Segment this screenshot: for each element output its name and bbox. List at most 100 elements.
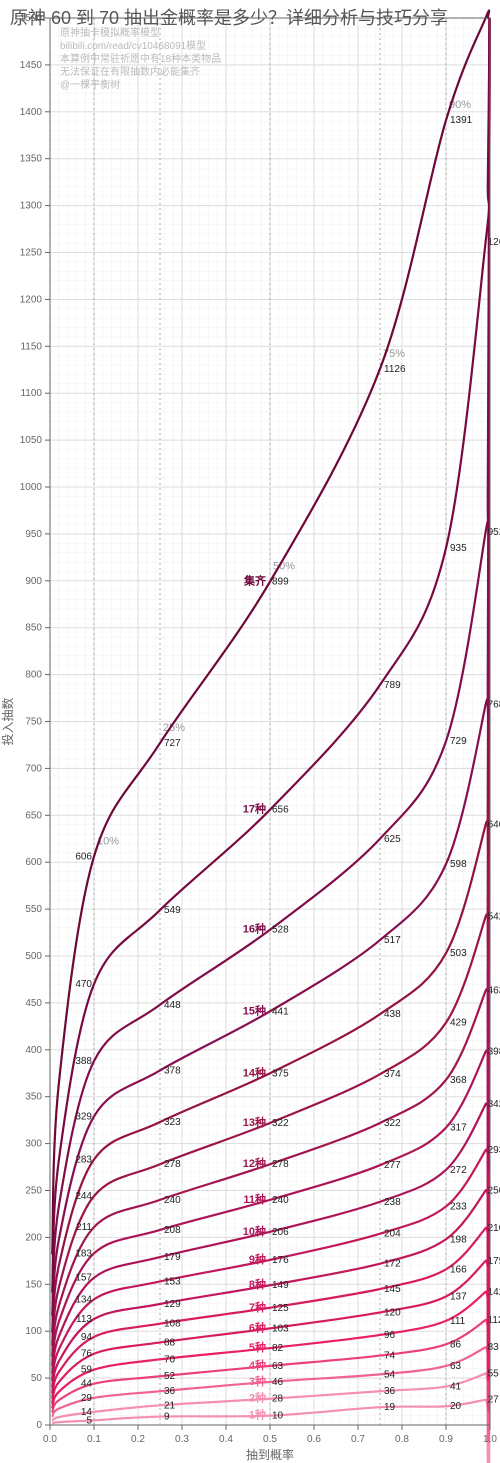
value-label: 625 xyxy=(384,834,401,845)
value-label: 656 xyxy=(272,805,289,816)
value-label: 83 xyxy=(488,1342,500,1353)
value-label: 149 xyxy=(272,1280,289,1291)
probability-chart: 10%25%50%75%90%原神抽卡模拟概率模型bilibili.com/re… xyxy=(0,0,500,1463)
x-tick-label: 1.0 xyxy=(483,1434,497,1445)
value-label: 198 xyxy=(450,1234,467,1245)
value-label: 14 xyxy=(81,1407,93,1418)
value-label: 125 xyxy=(272,1303,289,1314)
value-label: 82 xyxy=(272,1343,284,1354)
y-axis-label: 投入抽数 xyxy=(0,697,15,745)
series-name-label: 10种 xyxy=(243,1224,266,1238)
watermark-line: 无法保证在有限抽数内必能集齐 xyxy=(60,65,200,78)
value-label: 88 xyxy=(164,1337,176,1348)
value-label: 542 xyxy=(488,912,500,923)
y-tick-label: 900 xyxy=(25,576,42,587)
series-name-label: 17种 xyxy=(243,802,266,816)
y-tick-label: 1000 xyxy=(20,482,43,493)
value-label: 41 xyxy=(450,1382,462,1393)
value-label: 640 xyxy=(488,820,500,831)
value-label: 54 xyxy=(384,1369,396,1380)
y-tick-label: 1450 xyxy=(20,60,43,71)
x-tick-label: 0.9 xyxy=(439,1434,453,1445)
value-label: 278 xyxy=(272,1159,289,1170)
value-label: 1391 xyxy=(450,115,473,126)
y-tick-label: 850 xyxy=(25,623,42,634)
value-label: 20 xyxy=(450,1401,462,1412)
value-label: 172 xyxy=(384,1259,401,1270)
value-label: 179 xyxy=(164,1252,181,1263)
y-tick-label: 0 xyxy=(36,1420,42,1431)
value-label: 208 xyxy=(164,1225,181,1236)
series-name-label: 6种 xyxy=(249,1320,266,1334)
value-label: 153 xyxy=(164,1276,181,1287)
page-root: 原神 60 到 70 抽出金概率是多少？详细分析与技巧分享 10%25%50%7… xyxy=(0,0,500,1463)
value-label: 44 xyxy=(81,1379,93,1390)
value-label: 240 xyxy=(164,1195,181,1206)
value-label: 36 xyxy=(384,1386,396,1397)
value-label: 368 xyxy=(450,1075,467,1086)
value-label: 398 xyxy=(488,1047,500,1058)
y-tick-label: 550 xyxy=(25,904,42,915)
value-label: 94 xyxy=(81,1332,93,1343)
value-label: 388 xyxy=(75,1056,92,1067)
value-label: 317 xyxy=(450,1123,467,1134)
value-label: 375 xyxy=(272,1068,289,1079)
value-label: 120 xyxy=(384,1307,401,1318)
watermark-line: 本算例中常驻祈愿中有18种本类物品 xyxy=(60,52,221,65)
series-name-label: 13种 xyxy=(243,1115,266,1129)
series-name-label: 8种 xyxy=(249,1277,266,1291)
value-label: 145 xyxy=(384,1284,401,1295)
value-label: 293 xyxy=(488,1145,500,1156)
value-label: 441 xyxy=(272,1006,289,1017)
page-title: 原神 60 到 70 抽出金概率是多少？详细分析与技巧分享 xyxy=(10,5,490,32)
value-label: 598 xyxy=(450,859,467,870)
y-tick-label: 100 xyxy=(25,1326,42,1337)
value-label: 59 xyxy=(81,1365,93,1376)
value-label: 52 xyxy=(164,1371,176,1382)
value-label: 86 xyxy=(450,1339,462,1350)
y-tick-label: 700 xyxy=(25,763,42,774)
value-label: 1126 xyxy=(384,364,406,375)
series-name-label: 4种 xyxy=(249,1358,266,1372)
series-name-label: 15种 xyxy=(243,1003,266,1017)
value-label: 21 xyxy=(164,1400,176,1411)
value-label: 729 xyxy=(450,736,467,747)
y-tick-label: 650 xyxy=(25,810,42,821)
y-tick-label: 1150 xyxy=(20,341,42,352)
value-label: 517 xyxy=(384,935,401,946)
value-label: 157 xyxy=(75,1273,92,1284)
value-label: 277 xyxy=(384,1160,401,1171)
value-label: 463 xyxy=(488,986,500,997)
value-label: 272 xyxy=(450,1165,467,1176)
y-tick-label: 50 xyxy=(31,1373,43,1384)
value-label: 429 xyxy=(450,1018,467,1029)
y-tick-label: 500 xyxy=(25,951,42,962)
y-tick-label: 350 xyxy=(25,1092,42,1103)
value-label: 183 xyxy=(75,1248,92,1259)
chart-svg: 10%25%50%75%90%原神抽卡模拟概率模型bilibili.com/re… xyxy=(0,0,500,1463)
series-name-label: 集齐 xyxy=(243,574,267,588)
value-label: 76 xyxy=(81,1349,93,1360)
value-label: 233 xyxy=(450,1201,467,1212)
value-label: 134 xyxy=(75,1294,92,1305)
value-label: 283 xyxy=(75,1155,92,1166)
value-label: 175 xyxy=(488,1256,500,1267)
x-tick-label: 0.4 xyxy=(219,1434,233,1445)
value-label: 244 xyxy=(75,1191,92,1202)
value-label: 166 xyxy=(450,1264,467,1275)
value-label: 113 xyxy=(76,1314,92,1325)
series-name-label: 14种 xyxy=(243,1065,266,1079)
y-tick-label: 300 xyxy=(25,1139,42,1150)
value-label: 19 xyxy=(384,1402,396,1413)
x-tick-label: 0.8 xyxy=(395,1434,409,1445)
series-name-label: 16种 xyxy=(243,922,266,936)
series-name-label: 7种 xyxy=(249,1300,266,1314)
x-tick-label: 0.1 xyxy=(87,1434,101,1445)
x-tick-label: 0.6 xyxy=(307,1434,321,1445)
value-label: 470 xyxy=(75,979,92,990)
y-tick-label: 250 xyxy=(25,1186,42,1197)
x-axis-label: 抽到概率 xyxy=(246,1447,294,1462)
value-label: 129 xyxy=(164,1299,181,1310)
value-label: 240 xyxy=(272,1195,289,1206)
value-label: 108 xyxy=(164,1319,181,1330)
